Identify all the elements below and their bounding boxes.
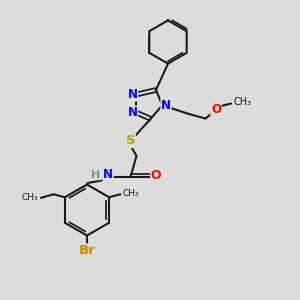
- Text: CH₃: CH₃: [234, 97, 252, 107]
- Text: S: S: [126, 134, 135, 148]
- Text: N: N: [128, 88, 138, 101]
- Text: N: N: [161, 99, 171, 112]
- Text: O: O: [151, 169, 161, 182]
- Text: H: H: [92, 169, 100, 180]
- Text: CH₃: CH₃: [22, 194, 38, 202]
- Text: O: O: [211, 103, 221, 116]
- Text: N: N: [128, 106, 138, 119]
- Text: N: N: [103, 168, 113, 181]
- Text: Br: Br: [79, 244, 95, 257]
- Text: CH₃: CH₃: [123, 189, 140, 198]
